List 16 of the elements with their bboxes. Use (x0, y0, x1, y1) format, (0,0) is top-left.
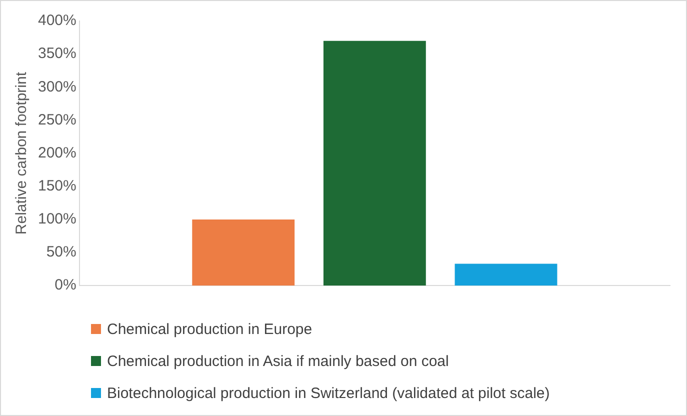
y-tick-label: 350% (38, 45, 76, 62)
y-tick-label: 150% (38, 178, 76, 195)
legend-label: Chemical production in Asia if mainly based on coal (107, 352, 449, 370)
y-tick-label: 100% (38, 210, 76, 228)
y-tick-label: 300% (38, 78, 76, 96)
bar (454, 264, 558, 286)
legend-label: Biotechnological production in Switzerland (validated at pilot scale) (107, 384, 550, 402)
y-tick-label: 200% (38, 144, 76, 162)
y-tick-label: 0% (54, 276, 76, 294)
bar (323, 40, 426, 286)
y-axis-title: Relative carbon footprint (13, 71, 30, 235)
y-tick-label: 250% (38, 111, 76, 128)
y-tick-label: 50% (46, 244, 76, 261)
y-tick-label: 400% (38, 12, 76, 30)
legend-label: Chemical production in Europe (107, 320, 312, 338)
bar (192, 219, 295, 286)
